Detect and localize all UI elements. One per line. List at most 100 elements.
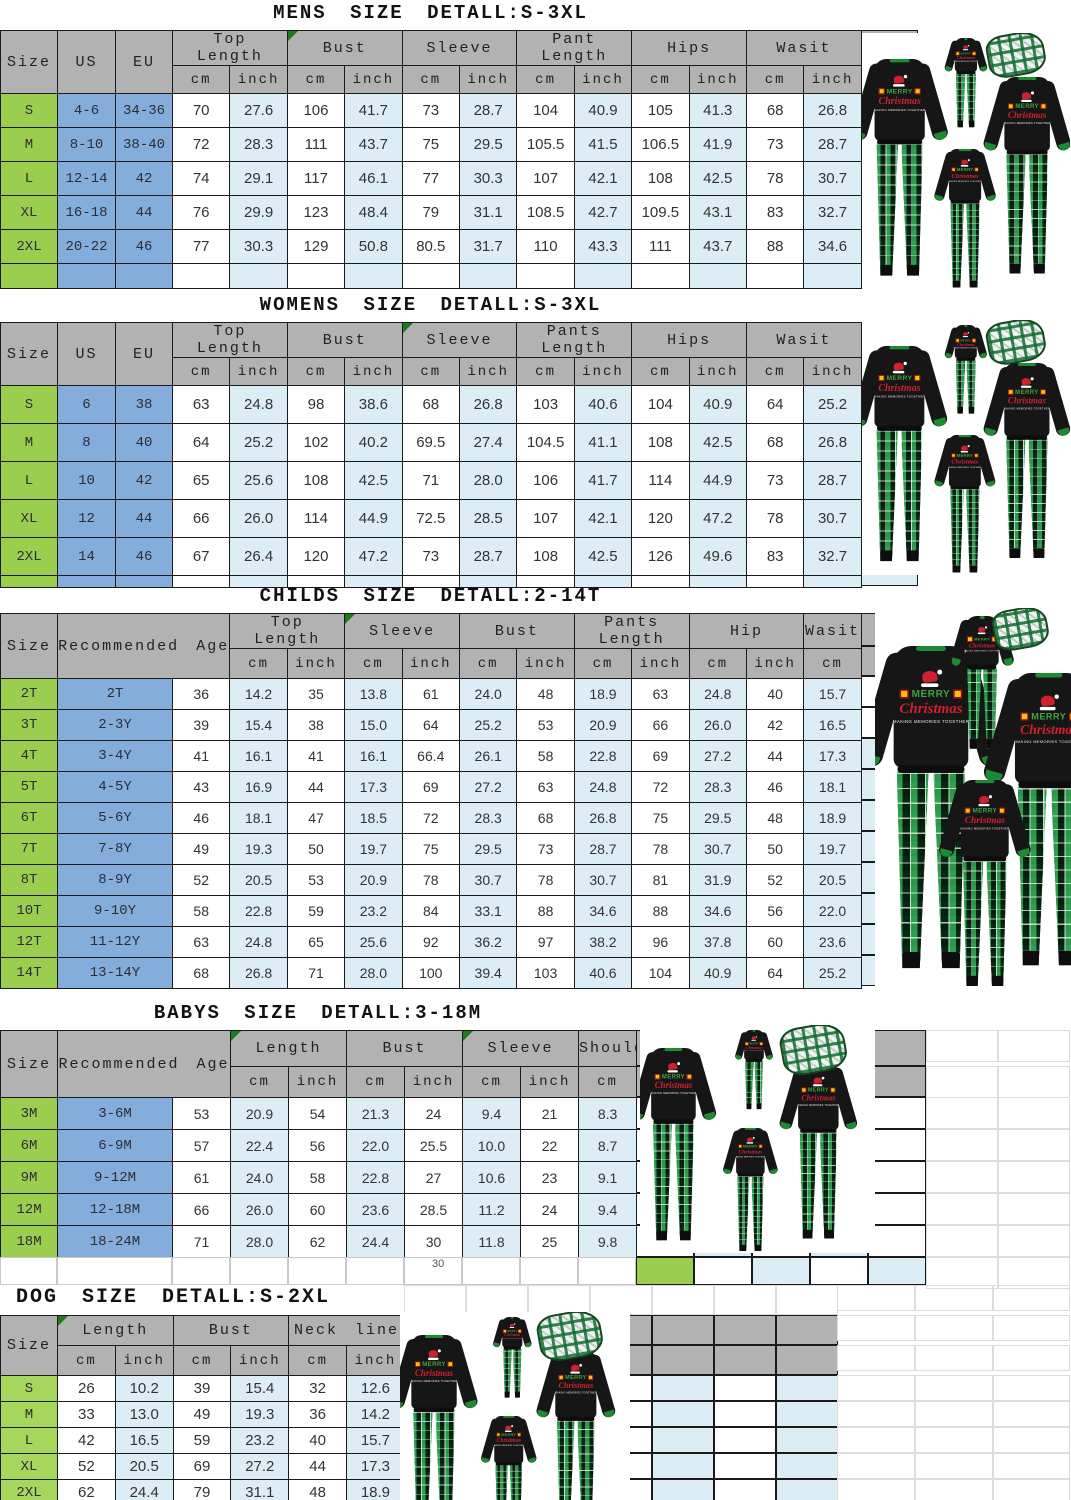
unit-header: cm	[286, 357, 346, 386]
empty-cell	[172, 1257, 230, 1285]
value-cell: 30.7	[803, 161, 862, 196]
value-cell: 75	[631, 802, 690, 834]
unit-header: inch	[688, 357, 747, 386]
value-cell: 26.8	[458, 385, 518, 424]
empty-cell	[915, 1345, 993, 1371]
tagline-text: MAKING MEMORIES TOGETHER	[964, 649, 1001, 652]
value-cell: 17.3	[344, 771, 403, 803]
column-header: Size	[0, 1030, 58, 1098]
value-cell: 111	[286, 127, 346, 162]
dog-table-title: DOG SIZE DETALL:S-2XL	[16, 1286, 331, 1309]
value-cell: 63	[516, 771, 575, 803]
empty-cell	[837, 1315, 915, 1341]
unit-header: cm	[745, 65, 805, 94]
ref-cell	[57, 263, 116, 289]
value-cell: 78	[401, 864, 460, 896]
value-cell	[745, 263, 805, 289]
value-cell: 18.9	[803, 802, 862, 834]
value-cell: 25.2	[229, 423, 288, 462]
value-cell: 30.7	[458, 864, 518, 896]
value-cell: 27	[404, 1161, 464, 1194]
plaid-pants	[949, 485, 981, 573]
value-cell	[573, 575, 633, 588]
size-cell: 18M	[0, 1225, 58, 1258]
ref-cell	[115, 263, 173, 289]
value-cell: 53	[286, 864, 346, 896]
value-cell: 18.1	[229, 802, 288, 834]
value-cell	[458, 263, 518, 289]
value-cell: 38.6	[344, 385, 403, 424]
value-cell: 49	[171, 833, 231, 865]
christmas-text: Christmas	[878, 94, 921, 107]
table-row: 6T 5-6Y 46 18.1 47 18.5 72 28.3 68 26.8 75 29.5 48 18…	[0, 802, 862, 834]
value-cell: 42.1	[573, 499, 633, 538]
santa-hat-icon	[1021, 91, 1035, 102]
value-cell: 46	[171, 802, 231, 834]
value-cell: 31.9	[688, 864, 747, 896]
empty-cell	[915, 1315, 993, 1341]
value-cell: 16.9	[229, 771, 288, 803]
value-cell: 79	[401, 195, 460, 230]
value-cell: 47.2	[344, 537, 403, 576]
column-header: Pants Length	[573, 613, 690, 649]
column-header: US	[57, 30, 116, 94]
pajama-figure-adult-left: MERRY Christmas MAKING MEMORIES TOGETHER	[862, 345, 949, 565]
tagline-text: MAKING MEMORIES TOGETHER	[1003, 407, 1051, 411]
value-cell: 28.7	[573, 833, 633, 865]
value-cell	[286, 263, 346, 289]
value-cell: 25.2	[458, 709, 518, 741]
tagline-text: MAKING MEMORIES TOGETHER	[554, 1391, 597, 1395]
value-cell: 61	[172, 1161, 231, 1194]
table-row: M 33 13.0 49 19.3 36 14.2	[0, 1401, 405, 1428]
value-cell: 63	[171, 385, 231, 424]
value-cell: 30.3	[229, 229, 288, 264]
size-cell: 2XL	[0, 229, 58, 264]
size-cell: L	[0, 461, 58, 500]
value-cell: 15.4	[229, 709, 288, 741]
santa-hat-icon	[427, 1349, 441, 1361]
column-header: Hip	[688, 613, 805, 649]
empty-cell	[752, 1257, 810, 1285]
value-cell: 36	[171, 678, 231, 710]
value-cell: 47	[286, 802, 346, 834]
value-cell: 29.1	[229, 161, 288, 196]
value-cell: 103	[516, 385, 575, 424]
size-cell: XL	[0, 195, 58, 230]
empty-cell	[868, 1161, 926, 1193]
value-cell	[631, 575, 690, 588]
value-cell: 40.6	[573, 957, 633, 989]
ref-cell: 6	[57, 385, 116, 424]
christmas-text: Christmas	[878, 381, 921, 393]
empty-cell	[993, 1453, 1070, 1479]
value-cell: 100	[401, 957, 460, 989]
ref-cell: 20-22	[57, 229, 116, 264]
value-cell: 41.3	[688, 93, 747, 128]
size-cell: M	[0, 423, 58, 462]
value-cell: 65	[286, 926, 346, 958]
childs-table-title: CHILDS SIZE DETALL:2-14T	[259, 585, 602, 607]
ref-cell: 40	[115, 423, 173, 462]
mens-size-table: Size US EU Top Length Bust Sleeve Pant Length H…	[0, 30, 862, 289]
table-row: 12T 11-12Y 63 24.8 65 25.6 92 36.2 97 38.2 96 37.8 6…	[0, 926, 862, 958]
pajama-figure-child: MERRY Christmas MAKING MEMORIES TOGETHER	[933, 148, 997, 290]
value-cell: 73	[516, 833, 575, 865]
value-cell: 103	[516, 957, 575, 989]
value-cell	[688, 575, 747, 588]
table-row: 3T 2-3Y 39 15.4 38 15.0 64 25.2 53 20.9 66 26.0 42 16…	[0, 709, 862, 741]
value-cell: 59	[172, 1427, 232, 1454]
value-cell: 41	[286, 740, 346, 772]
ref-cell	[115, 575, 173, 588]
value-cell: 26	[57, 1375, 116, 1402]
value-cell: 105	[631, 93, 690, 128]
value-cell: 52	[57, 1453, 116, 1480]
value-cell: 22.8	[573, 740, 633, 772]
santa-hat-icon	[963, 332, 970, 338]
size-cell	[0, 575, 58, 588]
value-cell	[573, 263, 633, 289]
value-cell: 15.4	[230, 1375, 290, 1402]
empty-cell	[714, 1401, 776, 1427]
value-cell: 27.2	[458, 771, 518, 803]
